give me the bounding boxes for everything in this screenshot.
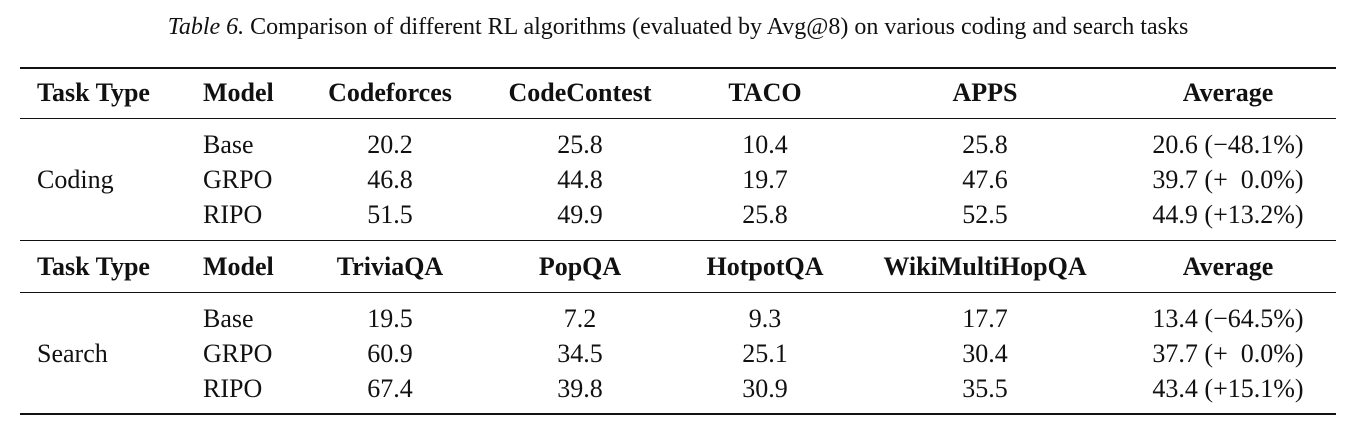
cell-value: 44.8 [557, 165, 603, 194]
model-name: GRPO [203, 165, 273, 194]
column-header: Average [1182, 78, 1274, 107]
cell-value: 37.7 (+ 0.0%) [1152, 339, 1304, 368]
model-name: Base [203, 304, 254, 333]
cell-value: 52.5 [962, 200, 1008, 229]
cell-value: 51.5 [367, 200, 413, 229]
column-header: WikiMultiHopQA [883, 252, 1087, 281]
cell-value: 9.3 [748, 304, 782, 333]
column-header: APPS [952, 78, 1018, 107]
bottom-rule [20, 413, 1336, 415]
cell-value: 46.8 [367, 165, 413, 194]
cell-value: 25.8 [962, 130, 1008, 159]
column-header: Average [1182, 252, 1274, 281]
cell-value: 60.9 [367, 339, 413, 368]
caption-text: Comparison of different RL algorithms (e… [250, 14, 1189, 40]
cell-value: 25.8 [742, 200, 788, 229]
column-header: CodeContest [508, 78, 652, 107]
column-header: TACO [728, 78, 802, 107]
cell-value: 19.5 [367, 304, 413, 333]
cell-value: 19.7 [742, 165, 788, 194]
cell-value: 10.4 [742, 130, 788, 159]
column-header: Model [203, 78, 274, 107]
cell-value: 47.6 [962, 165, 1008, 194]
header-rule [20, 292, 1336, 293]
model-name: GRPO [203, 339, 273, 368]
cell-value: 30.4 [962, 339, 1008, 368]
column-header: Task Type [37, 252, 150, 281]
group-label: Search [37, 339, 108, 368]
cell-value: 43.4 (+15.1%) [1152, 374, 1304, 403]
top-rule [20, 67, 1336, 69]
cell-value: 20.6 (−48.1%) [1152, 130, 1304, 159]
column-header: Codeforces [328, 78, 452, 107]
column-header: Task Type [37, 78, 150, 107]
column-header: TriviaQA [336, 252, 444, 281]
group-label: Coding [37, 165, 114, 194]
model-name: RIPO [203, 200, 263, 229]
cell-value: 25.1 [742, 339, 788, 368]
cell-value: 25.8 [557, 130, 603, 159]
header-rule [20, 118, 1336, 119]
cell-value: 44.9 (+13.2%) [1152, 200, 1304, 229]
cell-value: 20.2 [367, 130, 413, 159]
cell-value: 49.9 [557, 200, 603, 229]
table-caption: Table 6. Comparison of different RL algor… [0, 12, 1356, 42]
caption-label: Table 6. [167, 14, 245, 40]
cell-value: 34.5 [557, 339, 603, 368]
cell-value: 7.2 [563, 304, 597, 333]
cell-value: 13.4 (−64.5%) [1152, 304, 1304, 333]
column-header: Model [203, 252, 274, 281]
model-name: Base [203, 130, 254, 159]
cell-value: 39.8 [557, 374, 603, 403]
model-name: RIPO [203, 374, 263, 403]
section-rule [20, 240, 1336, 241]
cell-value: 35.5 [962, 374, 1008, 403]
cell-value: 30.9 [742, 374, 788, 403]
cell-value: 39.7 (+ 0.0%) [1152, 165, 1304, 194]
cell-value: 67.4 [367, 374, 413, 403]
cell-value: 17.7 [962, 304, 1008, 333]
column-header: PopQA [538, 252, 622, 281]
column-header: HotpotQA [706, 252, 824, 281]
